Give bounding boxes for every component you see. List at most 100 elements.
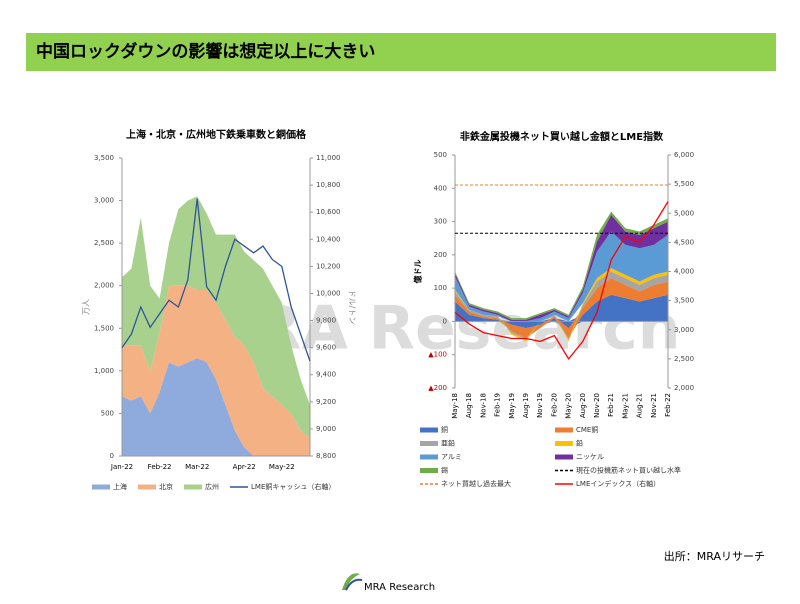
logo-icon (345, 578, 363, 591)
y-tick-label: 200 (434, 251, 447, 259)
y2-tick-label: 10,200 (316, 262, 341, 270)
y2-tick-label: 4,500 (674, 238, 694, 246)
legend-swatch (420, 441, 438, 446)
y-tick-label: 100 (434, 284, 447, 292)
y2-tick-label: 2,000 (674, 384, 694, 392)
y-tick-label: 2,500 (94, 239, 114, 247)
legend-label: 広州 (205, 482, 219, 491)
legend-swatch (555, 427, 573, 433)
x-tick-label: May-22 (269, 463, 295, 471)
legend-label: LME銅キャッシュ（右軸） (251, 482, 335, 491)
y-tick-label: 0 (443, 317, 447, 325)
x-tick-label: Nov-19 (536, 393, 544, 418)
x-tick-label: Apr-22 (233, 463, 256, 471)
x-tick-label: Aug-18 (465, 393, 473, 418)
y2-tick-label: 6,000 (674, 151, 694, 159)
legend-swatch (555, 441, 573, 446)
legend-label: 錫 (441, 466, 448, 475)
x-tick-label: Mar-22 (185, 463, 209, 471)
line (454, 201, 669, 360)
source: 出所：MRAリサーチ (664, 549, 765, 563)
x-tick-label: Aug-20 (579, 393, 587, 418)
title-banner (26, 33, 776, 71)
legend-label: CME銅 (576, 425, 598, 434)
y2-tick-label: 10,800 (316, 181, 341, 189)
x-tick-label: Nov-20 (593, 393, 601, 418)
y-tick-label: 300 (434, 218, 447, 226)
y-tick-label: 3,500 (94, 154, 114, 162)
y2-tick-label: 5,500 (674, 180, 694, 188)
y2-tick-label: 9,200 (316, 398, 336, 406)
y-axis-label: 万人 (82, 299, 91, 315)
y-tick-label: 500 (434, 151, 447, 159)
x-tick-label: Aug-21 (636, 393, 644, 418)
legend-swatch (92, 484, 110, 490)
y-tick-label: ▲200 (428, 384, 447, 392)
x-tick-label: Feb-21 (607, 393, 615, 417)
legend-swatch (138, 484, 156, 490)
legend-label: 上海 (113, 482, 127, 491)
y-tick-label: 2,000 (94, 282, 114, 290)
chart-title: 非鉄金属投機ネット買い越し金額とLME指数 (460, 130, 664, 143)
legend-label: アルミ (441, 453, 462, 461)
slide-title: 中国ロックダウンの影響は想定以上に大きい (36, 41, 375, 62)
x-tick-label: Nov-18 (479, 393, 487, 418)
logo-icon (342, 573, 360, 590)
x-tick-label: Feb-20 (550, 393, 558, 417)
area (122, 285, 310, 456)
x-tick-label: Feb-22 (664, 393, 672, 417)
y2-tick-label: 8,800 (316, 452, 336, 460)
y-tick-label: 3,000 (94, 197, 114, 205)
y-axis-label: 億ドル (413, 260, 423, 284)
y2-tick-label: 10,000 (316, 289, 341, 297)
legend-label: ニッケル (576, 453, 604, 461)
legend-swatch (555, 454, 573, 460)
legend-swatch (420, 454, 438, 460)
x-tick-label: Aug-19 (522, 393, 530, 418)
legend-label: LMEインデックス（右軸） (576, 479, 660, 488)
y-tick-label: 0 (110, 452, 114, 460)
area (455, 278, 668, 339)
legend-label: 北京 (159, 482, 173, 491)
area (122, 358, 310, 456)
legend-label: 現在の投機筋ネット買い越し水準 (576, 466, 681, 475)
y-tick-label: 1,500 (94, 324, 114, 332)
legend-label: 銅 (441, 425, 448, 434)
y2-tick-label: 9,400 (316, 371, 336, 379)
area (122, 196, 310, 439)
y2-tick-label: 2,500 (674, 355, 694, 363)
y2-tick-label: 9,800 (316, 317, 336, 325)
y2-tick-label: 11,000 (316, 154, 341, 162)
y2-tick-label: 9,000 (316, 425, 336, 433)
x-tick-label: Jan-22 (110, 463, 133, 471)
x-tick-label: Feb-22 (148, 463, 172, 471)
y2-tick-label: 9,600 (316, 344, 336, 352)
legend-label: 亜鉛 (441, 439, 455, 448)
y-tick-label: 500 (101, 409, 114, 417)
x-tick-label: May-20 (565, 393, 573, 419)
x-tick-label: May-19 (508, 393, 516, 419)
y2-tick-label: 5,000 (674, 209, 694, 217)
area (455, 294, 668, 329)
legend-swatch (420, 427, 438, 433)
legend-swatch (184, 484, 202, 490)
legend-label: 鉛 (576, 439, 583, 448)
y2-tick-label: 4,000 (674, 268, 694, 276)
y-tick-label: ▲100 (428, 351, 447, 359)
x-tick-label: May-21 (621, 393, 629, 419)
legend-swatch (420, 468, 438, 473)
legend-label: ネット買越し過去最大 (441, 479, 511, 488)
x-tick-label: Nov-21 (650, 393, 658, 418)
line (121, 198, 311, 362)
chart-title: 上海・北京・広州地下鉄乗車数と銅価格 (126, 128, 307, 141)
y2-tick-label: 3,000 (674, 326, 694, 334)
y2-tick-label: 3,500 (674, 297, 694, 305)
x-tick-label: Feb-19 (494, 393, 502, 417)
x-tick-label: May-18 (451, 393, 459, 419)
y-tick-label: 1,000 (94, 367, 114, 375)
y2-axis-label: ドル/トン (348, 290, 357, 325)
logo-text: MRA Research (364, 582, 435, 593)
y2-tick-label: 10,600 (316, 208, 341, 216)
y2-tick-label: 10,400 (316, 235, 341, 243)
